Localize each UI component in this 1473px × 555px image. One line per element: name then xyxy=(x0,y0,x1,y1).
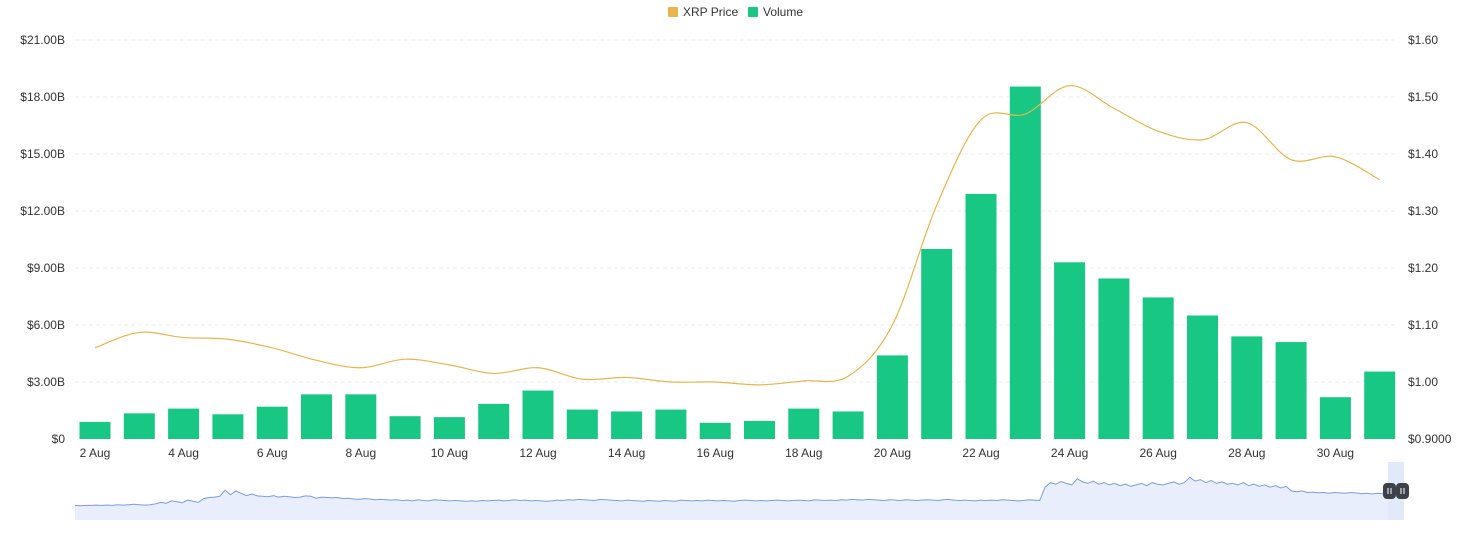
y-right-tick: $0.9000 xyxy=(1408,432,1452,446)
y-right-tick: $1.20 xyxy=(1408,261,1438,275)
legend: XRP Price Volume xyxy=(668,5,803,19)
y-axis-left: $0 $3.00B $6.00B $9.00B $12.00B $15.00B $18.00… xyxy=(20,33,65,446)
x-tick: 14 Aug xyxy=(608,446,645,460)
y-right-tick: $1.00 xyxy=(1408,375,1438,389)
legend-label-0[interactable]: XRP Price xyxy=(683,5,738,19)
volume-bar[interactable] xyxy=(478,403,510,439)
x-tick: 8 Aug xyxy=(345,446,376,460)
volume-bar[interactable] xyxy=(212,414,244,439)
volume-bar[interactable] xyxy=(256,406,288,439)
volume-bar[interactable] xyxy=(1142,297,1174,439)
volume-bar[interactable] xyxy=(1275,342,1307,439)
y-left-tick: $15.00B xyxy=(20,147,65,161)
y-left-tick: $0 xyxy=(52,432,66,446)
navigator-line xyxy=(74,476,1389,507)
legend-label-1[interactable]: Volume xyxy=(763,5,803,19)
navigator-area xyxy=(75,477,1388,520)
volume-bar[interactable] xyxy=(832,411,864,439)
legend-swatch-0[interactable] xyxy=(668,7,678,17)
x-tick: 24 Aug xyxy=(1051,446,1088,460)
legend-swatch-1[interactable] xyxy=(748,7,758,17)
x-tick: 2 Aug xyxy=(80,446,111,460)
y-left-tick: $18.00B xyxy=(20,90,65,104)
volume-bar[interactable] xyxy=(1231,336,1263,439)
volume-bar[interactable] xyxy=(655,409,687,439)
volume-bar[interactable] xyxy=(566,409,598,439)
x-tick: 22 Aug xyxy=(962,446,999,460)
volume-bar[interactable] xyxy=(1319,397,1351,439)
y-right-tick: $1.40 xyxy=(1408,147,1438,161)
x-tick: 10 Aug xyxy=(431,446,468,460)
volume-bar[interactable] xyxy=(1187,315,1218,440)
y-left-tick: $21.00B xyxy=(20,33,65,47)
y-left-tick: $9.00B xyxy=(27,261,65,275)
navigator-handle-right[interactable] xyxy=(1396,483,1409,499)
volume-bar[interactable] xyxy=(522,390,554,439)
volume-bar[interactable] xyxy=(79,421,111,439)
volume-bar[interactable] xyxy=(1009,86,1041,440)
range-navigator[interactable] xyxy=(74,462,1409,520)
x-tick: 26 Aug xyxy=(1140,446,1177,460)
volume-bar[interactable] xyxy=(301,394,332,439)
grid-lines xyxy=(75,39,1398,383)
volume-bar[interactable] xyxy=(433,417,465,439)
navigator-handle-left[interactable] xyxy=(1383,483,1396,499)
x-tick: 16 Aug xyxy=(697,446,734,460)
volume-bar[interactable] xyxy=(168,408,200,439)
y-right-tick: $1.30 xyxy=(1408,204,1438,218)
volume-bar[interactable] xyxy=(876,355,908,439)
y-left-tick: $12.00B xyxy=(20,204,65,218)
volume-bar[interactable] xyxy=(699,422,731,439)
y-axis-right: $0.9000 $1.00 $1.10 $1.20 $1.30 $1.40 $1.50 $1.… xyxy=(1408,33,1452,446)
volume-bar[interactable] xyxy=(1364,371,1396,439)
volume-bar[interactable] xyxy=(611,411,643,439)
x-tick: 28 Aug xyxy=(1228,446,1265,460)
y-right-tick: $1.50 xyxy=(1408,90,1438,104)
x-tick: 4 Aug xyxy=(168,446,199,460)
x-tick: 6 Aug xyxy=(257,446,288,460)
volume-bar[interactable] xyxy=(345,394,377,439)
y-left-tick: $6.00B xyxy=(27,318,65,332)
volume-bar[interactable] xyxy=(1054,262,1086,439)
volume-bar[interactable] xyxy=(123,413,155,439)
x-tick: 12 Aug xyxy=(519,446,556,460)
y-right-tick: $1.10 xyxy=(1408,318,1438,332)
price-line xyxy=(94,84,1380,386)
volume-bar[interactable] xyxy=(389,416,421,439)
volume-bar[interactable] xyxy=(921,249,953,439)
x-tick: 20 Aug xyxy=(874,446,911,460)
volume-bar[interactable] xyxy=(788,408,820,439)
y-left-tick: $3.00B xyxy=(27,375,65,389)
volume-bars xyxy=(79,86,1396,440)
volume-bar[interactable] xyxy=(965,193,997,439)
volume-bar[interactable] xyxy=(744,420,775,439)
x-tick: 18 Aug xyxy=(785,446,822,460)
x-tick: 30 Aug xyxy=(1317,446,1354,460)
y-right-tick: $1.60 xyxy=(1408,33,1438,47)
volume-bar[interactable] xyxy=(1098,278,1130,439)
price-line-path[interactable] xyxy=(94,84,1380,386)
x-axis: 2 Aug 4 Aug 6 Aug 8 Aug 10 Aug 12 Aug 14 Aug 16… xyxy=(80,446,1354,460)
